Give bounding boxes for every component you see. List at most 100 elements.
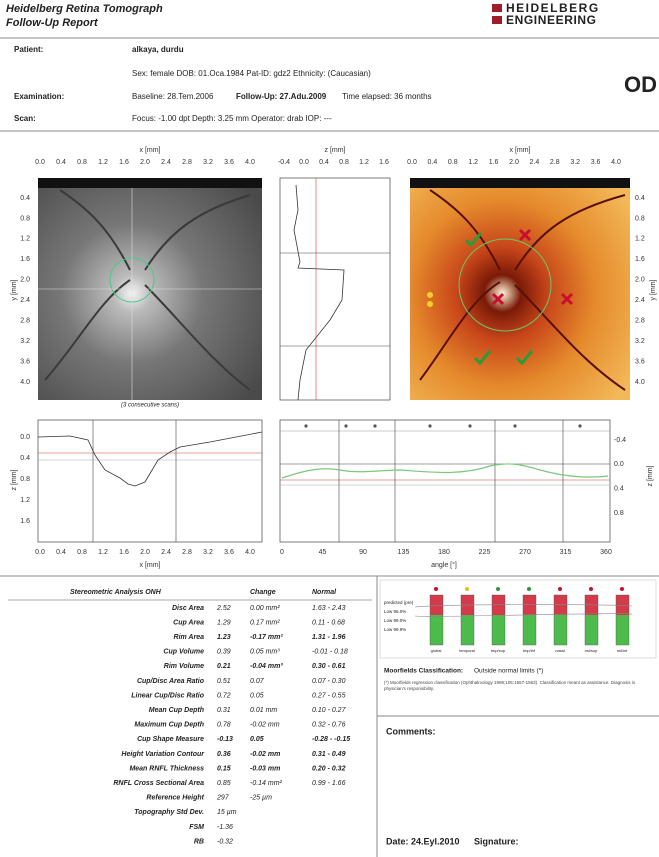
parameter-name: Cup/Disc Area Ratio — [137, 678, 205, 685]
logo-square — [492, 16, 502, 24]
tick-label: 1.2 — [20, 497, 30, 504]
tick-label: 0.4 — [319, 159, 329, 166]
tick-label: 0.8 — [635, 215, 645, 222]
parameter-normal: 1.63 - 2.43 — [312, 605, 346, 612]
examination-label: Examination: — [14, 92, 64, 101]
tick-label: 2.0 — [140, 159, 150, 166]
tick-label: 2.0 — [140, 549, 150, 556]
parameter-change: 0.05 — [250, 692, 264, 699]
parameter-value: 0.15 — [217, 765, 231, 772]
tick-label: 1.6 — [119, 549, 129, 556]
parameter-name: FSM — [189, 824, 204, 831]
parameter-name: Mean Cup Depth — [149, 707, 204, 714]
tick-label: 4.0 — [20, 379, 30, 386]
parameter-value: 0.36 — [217, 751, 231, 758]
parameter-name: RNFL Cross Sectional Area — [113, 780, 204, 787]
parameter-normal: 0.10 - 0.27 — [312, 707, 347, 714]
follow-up: Follow-Up: 27.Adu.2009 — [236, 92, 327, 101]
parameter-change: -0.03 mm — [250, 765, 280, 772]
report: Heidelberg Retina Tomograph Follow-Up Re… — [0, 0, 659, 857]
tick-label: 3.2 — [635, 338, 645, 345]
parameter-value: 15 µm — [217, 809, 237, 816]
tick-label: 0.8 — [448, 159, 458, 166]
parameter-normal: 0.27 - 0.55 — [312, 692, 346, 699]
note: (*) Moorfields regression classification… — [384, 680, 652, 691]
status-marker — [434, 587, 438, 591]
subtitle: Follow-Up Report — [6, 17, 99, 29]
axis-label: x [mm] — [140, 147, 161, 154]
bar-red — [616, 595, 629, 615]
status-marker — [527, 587, 531, 591]
tick-label: 0.0 — [299, 159, 309, 166]
tick-label: 225 — [479, 549, 491, 556]
status-marker — [465, 587, 469, 591]
tick-label: 3.2 — [20, 338, 30, 345]
axis-label: angle [°] — [431, 561, 457, 569]
table-body: Disc Area2.520.00 mm²1.63 - 2.43Cup Area… — [113, 605, 350, 846]
parameter-value: -0.13 — [217, 736, 233, 743]
tick-label: 2.4 — [20, 297, 30, 304]
tick-label: 0.0 — [35, 549, 45, 556]
bar-green — [616, 615, 629, 645]
tick-label: 1.2 — [98, 159, 108, 166]
normal-header: Normal — [312, 589, 337, 596]
tick-label: 1.6 — [20, 256, 30, 263]
parameter-name: Maximum Cup Depth — [134, 722, 204, 729]
bar-green — [585, 615, 598, 645]
tick-label: 90 — [359, 549, 367, 556]
status-marker — [558, 587, 562, 591]
parameter-change: 0.00 mm² — [250, 605, 280, 612]
parameter-name: Cup Shape Measure — [137, 736, 204, 743]
parameter-name: RB — [194, 838, 204, 845]
tick-label: 4.0 — [245, 159, 255, 166]
tick-label: 1.6 — [379, 159, 389, 166]
z-profile-box — [280, 178, 390, 400]
axis-label: z [mm] — [647, 465, 654, 486]
tick-label: 3.6 — [224, 549, 234, 556]
parameter-normal: 0.99 - 1.66 — [312, 780, 346, 787]
tick-label: 0.4 — [20, 455, 30, 462]
tick-label: 0.8 — [339, 159, 349, 166]
tick-label: 3.6 — [635, 358, 645, 365]
classification-label: Moorfields Classification: — [384, 668, 463, 675]
tick-label: 3.6 — [20, 358, 30, 365]
parameter-change: -25 µm — [250, 795, 272, 802]
parameter-value: 0.39 — [217, 649, 231, 656]
tick-label: 2.8 — [182, 549, 192, 556]
parameter-value: 297 — [216, 795, 230, 802]
parameter-change: -0.02 mm — [250, 751, 280, 758]
tick-label: 270 — [519, 549, 531, 556]
parameter-change: 0.07 — [250, 678, 265, 685]
tick-label: 2.8 — [182, 159, 192, 166]
scan-details: Focus: -1.00 dpt Depth: 3.25 mm Operator… — [132, 114, 332, 123]
tick-label: 2.0 — [509, 159, 519, 166]
status-marker — [589, 587, 593, 591]
bar-green — [492, 615, 505, 645]
tick-label: 360 — [600, 549, 612, 556]
tick-label: 0.8 — [77, 159, 87, 166]
tick-label: 4.0 — [635, 379, 645, 386]
tick-label: 1.2 — [468, 159, 478, 166]
level-label: predicted (pre) — [384, 600, 414, 605]
tick-label: 0.0 — [20, 434, 30, 441]
bar-green — [554, 615, 567, 645]
parameter-name: Rim Area — [174, 634, 205, 641]
parameter-name: Linear Cup/Disc Ratio — [131, 692, 204, 699]
rnfl-profile-box — [280, 420, 610, 542]
tick-label: 180 — [438, 549, 450, 556]
level-label: Low 99.0% — [384, 618, 406, 623]
bar-green — [461, 615, 474, 645]
bar-red — [554, 595, 567, 615]
parameter-normal: 0.32 - 0.76 — [312, 722, 346, 729]
tick-label: 1.6 — [119, 159, 129, 166]
sector-label: global — [431, 648, 442, 653]
tick-label: 1.2 — [359, 159, 369, 166]
parameter-change: -0.17 mm² — [250, 634, 283, 641]
parameter-normal: -0.28 - -0.15 — [312, 736, 350, 743]
change-header: Change — [250, 589, 276, 596]
parameter-change: -0.02 mm — [250, 722, 280, 729]
parameter-normal: -0.01 - 0.18 — [312, 649, 348, 656]
tick-label: 0.4 — [56, 159, 66, 166]
parameter-normal: 0.20 - 0.32 — [312, 765, 346, 772]
axis-label: y [mm] — [11, 279, 18, 300]
